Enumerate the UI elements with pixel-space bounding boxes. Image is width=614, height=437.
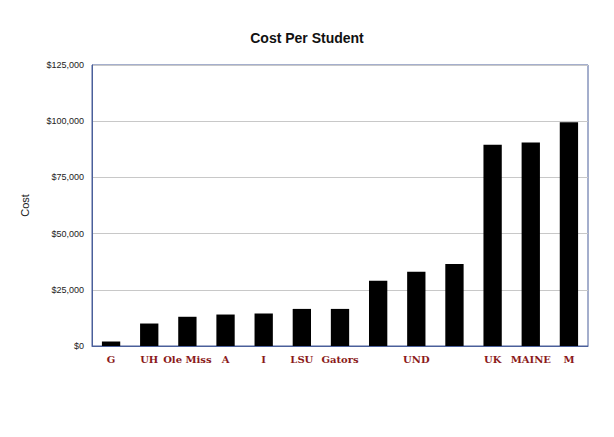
- svg-text:MAINE: MAINE: [511, 354, 552, 365]
- svg-text:I: I: [261, 354, 266, 365]
- svg-text:$0: $0: [74, 341, 84, 351]
- svg-text:UH: UH: [140, 354, 158, 365]
- svg-text:$25,000: $25,000: [51, 285, 84, 295]
- svg-text:Cost Per Student: Cost Per Student: [250, 30, 364, 46]
- svg-text:G: G: [107, 354, 116, 365]
- svg-text:Gators: Gators: [321, 354, 359, 365]
- svg-text:UK: UK: [484, 354, 502, 365]
- svg-text:Cost: Cost: [19, 194, 31, 217]
- svg-text:$75,000: $75,000: [51, 172, 84, 182]
- svg-text:$100,000: $100,000: [46, 116, 84, 126]
- svg-text:LSU: LSU: [290, 354, 313, 365]
- svg-text:A: A: [221, 354, 230, 365]
- svg-text:$125,000: $125,000: [46, 60, 84, 70]
- svg-text:Ole Miss: Ole Miss: [163, 354, 212, 365]
- svg-text:$50,000: $50,000: [51, 229, 84, 239]
- svg-text:UND: UND: [403, 354, 430, 365]
- svg-text:M: M: [563, 354, 574, 365]
